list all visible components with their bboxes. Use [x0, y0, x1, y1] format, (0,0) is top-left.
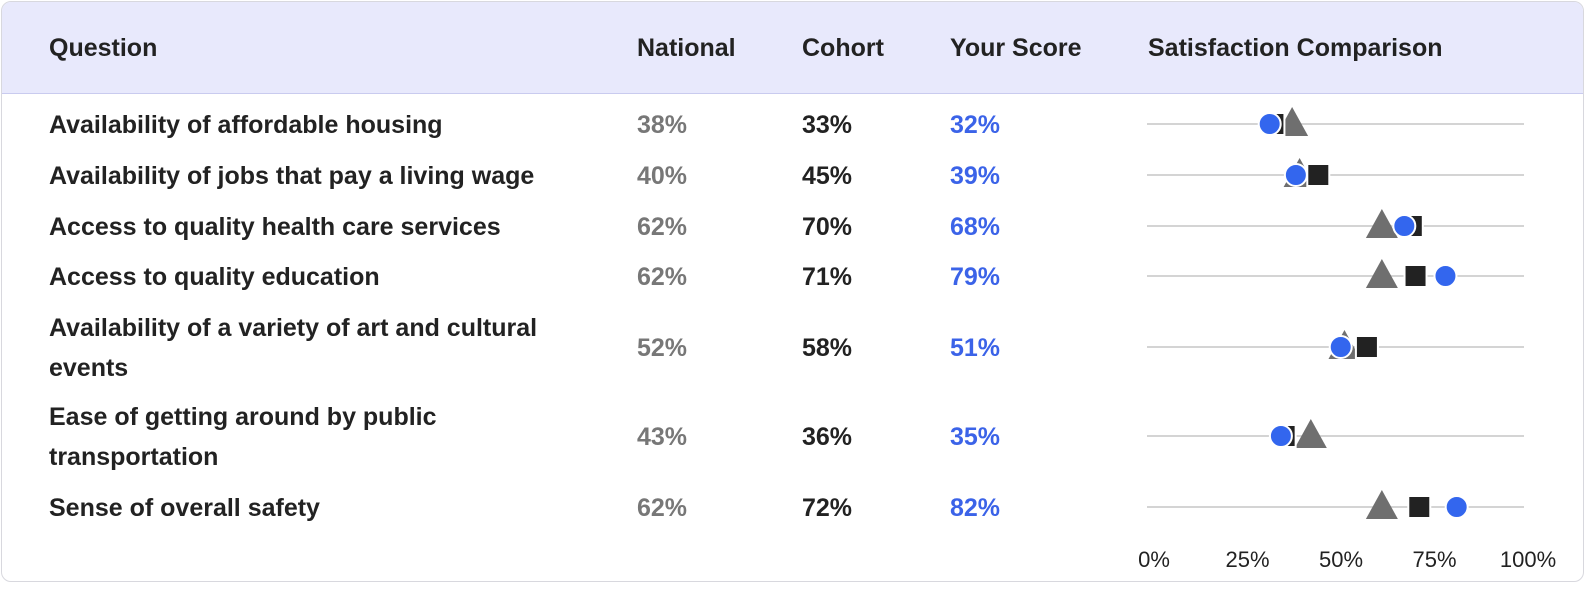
cohort-marker: [1354, 335, 1379, 359]
value-cell: 62%: [637, 263, 688, 291]
question: Ease of getting around by public transpo…: [49, 403, 437, 471]
score-marker: [1433, 264, 1458, 288]
column-header: Cohort: [802, 34, 884, 62]
question: Availability of jobs that pay a living w…: [49, 162, 535, 190]
score-marker: [1257, 112, 1282, 136]
question: Availability of affordable housing: [49, 111, 443, 139]
value-cell: 32%: [950, 111, 1001, 139]
value-cell: 40%: [637, 162, 688, 190]
value-cell: 52%: [637, 334, 688, 362]
value-cell: 35%: [950, 423, 1001, 451]
score-marker: [1328, 335, 1353, 359]
column-header: Question: [49, 34, 158, 62]
x-tick-label: 75%: [1412, 547, 1457, 572]
cohort-marker: [1407, 495, 1432, 519]
national-marker: [1365, 209, 1398, 238]
x-tick-label: 0%: [1138, 547, 1170, 572]
national-marker: [1365, 490, 1398, 519]
score-marker: [1283, 163, 1308, 187]
national-marker: [1294, 419, 1327, 448]
x-tick-label: 25%: [1225, 547, 1270, 572]
question: Access to quality health care services: [49, 213, 501, 241]
table-header: [2, 2, 1583, 94]
value-cell: 33%: [802, 111, 853, 139]
value-cell: 36%: [802, 423, 853, 451]
cohort-marker: [1306, 163, 1331, 187]
score-marker: [1268, 424, 1293, 448]
value-cell: 62%: [637, 494, 688, 522]
question: Access to quality education: [49, 263, 380, 291]
value-cell: 43%: [637, 423, 688, 451]
score-marker: [1392, 214, 1417, 238]
x-tick-label: 50%: [1318, 547, 1364, 572]
question: Sense of overall safety: [49, 494, 320, 522]
column-header: Your Score: [950, 34, 1082, 62]
value-cell: 71%: [802, 263, 853, 291]
value-cell: 70%: [802, 213, 853, 241]
value-cell: 68%: [950, 213, 1001, 241]
value-cell: 39%: [950, 162, 1001, 190]
national-marker: [1365, 259, 1398, 288]
x-tick-label: 100%: [1499, 547, 1557, 572]
column-header: National: [637, 34, 736, 62]
value-cell: 82%: [950, 494, 1001, 522]
value-cell: 79%: [950, 263, 1001, 291]
value-cell: 58%: [802, 334, 853, 362]
value-cell: 72%: [802, 494, 853, 522]
value-cell: 51%: [950, 334, 1001, 362]
column-header: Satisfaction Comparison: [1148, 34, 1443, 62]
value-cell: 38%: [637, 111, 688, 139]
value-cell: 62%: [637, 213, 688, 241]
question: Availability of a variety of art and cul…: [49, 314, 538, 382]
cohort-marker: [1403, 264, 1428, 288]
value-cell: 45%: [802, 162, 853, 190]
score-marker: [1444, 495, 1469, 519]
